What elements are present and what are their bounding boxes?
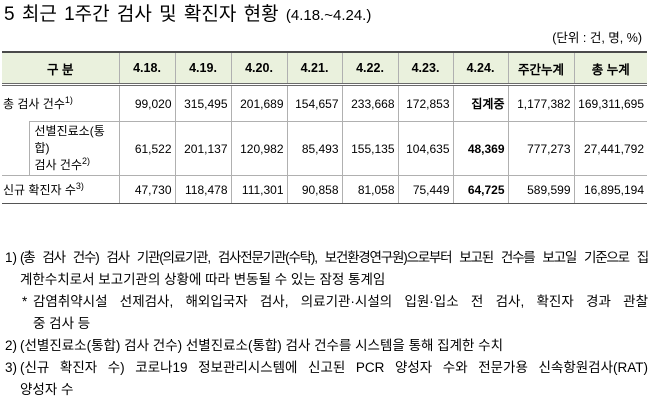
cumulative-total-cell: 27,441,792 (573, 121, 648, 176)
header-date: 4.22. (341, 51, 399, 86)
value-cell: 47,730 (118, 175, 176, 204)
header-date: 4.18. (118, 51, 176, 86)
weekly-total-cell: 589,599 (507, 175, 575, 204)
table-row-new-cases: 신규 확진자 수3) 47,730 118,478 111,301 90,858… (2, 175, 648, 204)
title-date-range: (4.18.~4.24.) (285, 7, 372, 24)
row-label-screening-clinic-tests: 선별진료소(통합) 검사 건수2) (28, 121, 120, 176)
value-cell: 85,493 (286, 121, 343, 176)
footnote-3: 3) (신규 확진자 수) 코로나19 정보관리시스템에 신고된 PCR 양성자… (0, 357, 648, 401)
value-cell: 233,668 (341, 84, 399, 122)
weekly-total-cell: 1,177,382 (507, 84, 575, 122)
footnote-line: 양성자 수 (20, 382, 74, 397)
footnote-2: 2) (선별진료소(통합) 검사 건수) 선별진료소(통합) 검사 건수를 시스… (0, 335, 648, 357)
footnote-marker: 1) (5, 250, 18, 265)
footnote-line: (신규 확진자 수) 코로나19 정보관리시스템에 신고된 PCR 양성자 수와… (20, 360, 648, 375)
header-weekly-total: 주간누계 (507, 51, 575, 86)
value-cell: 111,301 (230, 175, 288, 204)
header-date: 4.20. (230, 51, 288, 86)
footnote-line: 감염취약시설 선제검사, 해외입국자 검사, 의료기관·시설의 입원·입소 전 … (33, 294, 648, 309)
footnote-marker: * (22, 294, 28, 309)
footnote-asterisk: * 감염취약시설 선제검사, 해외입국자 검사, 의료기관·시설의 입원·입소 … (0, 291, 648, 335)
row-label-text: 신규 확진자 수 (3, 183, 76, 197)
row-label-text: 검사 건수 (34, 158, 83, 172)
table-row-screening-clinic-tests: 선별진료소(통합) 검사 건수2) 61,522 201,137 120,982… (2, 121, 648, 176)
footnote-marker: 3) (5, 360, 18, 375)
value-cell: 99,020 (118, 84, 176, 122)
value-cell: 154,657 (286, 84, 343, 122)
value-cell: 315,495 (174, 84, 232, 122)
table-row-total-tests: 총 검사 건수1) 99,020 315,495 201,689 154,657… (2, 84, 648, 122)
footnote-line: 계한수치로서 보고기관의 상황에 따라 변동될 수 있는 잠정 통계임 (20, 272, 386, 287)
row-label-total-tests: 총 검사 건수1) (2, 84, 120, 122)
cumulative-total-cell: 16,895,194 (573, 175, 648, 204)
weekly-total-cell: 777,273 (507, 121, 575, 176)
value-cell-latest: 64,725 (452, 175, 509, 204)
footnote-1: 1) (총 검사 건수) 검사 기관(의료기관, 검사전문기관(수탁), 보건환… (0, 247, 648, 291)
test-and-case-status-table: 구 분 4.18. 4.19. 4.20. 4.21. 4.22. 4.23. … (2, 51, 648, 204)
header-date: 4.24. (452, 51, 509, 86)
footnote-ref: 2) (82, 156, 91, 166)
value-cell: 155,135 (341, 121, 399, 176)
page-title: 5 최근 1주간 검사 및 확진자 현황 (4.18.~4.24.) (4, 2, 371, 28)
value-cell: 201,689 (230, 84, 288, 122)
header-category: 구 분 (2, 51, 120, 86)
footnotes: 1) (총 검사 건수) 검사 기관(의료기관, 검사전문기관(수탁), 보건환… (0, 247, 648, 401)
value-cell: 90,858 (286, 175, 343, 204)
header-cumulative-total: 총 누계 (573, 51, 648, 86)
value-cell: 120,982 (230, 121, 288, 176)
value-cell: 201,137 (174, 121, 232, 176)
row-label-new-cases: 신규 확진자 수3) (2, 175, 120, 204)
value-cell-latest: 집계중 (452, 84, 509, 122)
row-label-text: 선별진료소(통합) (34, 124, 105, 155)
indent-spacer (2, 121, 30, 176)
value-cell: 172,853 (397, 84, 454, 122)
value-cell: 75,449 (397, 175, 454, 204)
value-cell: 118,478 (174, 175, 232, 204)
footnote-ref: 3) (75, 181, 84, 191)
table-header-row: 구 분 4.18. 4.19. 4.20. 4.21. 4.22. 4.23. … (2, 51, 648, 86)
value-cell: 104,635 (397, 121, 454, 176)
row-label-text: 총 검사 건수 (3, 97, 65, 111)
value-cell: 81,058 (341, 175, 399, 204)
footnote-line: 중 검사 등 (33, 316, 91, 331)
footnote-line: (선별진료소(통합) 검사 건수) 선별진료소(통합) 검사 건수를 시스템을 … (20, 338, 504, 353)
header-date: 4.19. (174, 51, 232, 86)
title-main: 5 최근 1주간 검사 및 확진자 현황 (4, 4, 279, 25)
row-label-line2: 검사 건수2) (35, 157, 112, 174)
footnote-marker: 2) (5, 338, 18, 353)
value-cell-latest: 48,369 (452, 121, 509, 176)
header-date: 4.23. (397, 51, 454, 86)
cumulative-total-cell: 169,311,695 (573, 84, 648, 122)
footnote-line: (총 검사 건수) 검사 기관(의료기관, 검사전문기관(수탁), 보건환경연구… (20, 250, 648, 265)
value-cell: 61,522 (118, 121, 176, 176)
unit-note: (단위 : 건, 명, %) (552, 31, 642, 45)
header-date: 4.21. (286, 51, 343, 86)
footnote-ref: 1) (64, 95, 73, 105)
